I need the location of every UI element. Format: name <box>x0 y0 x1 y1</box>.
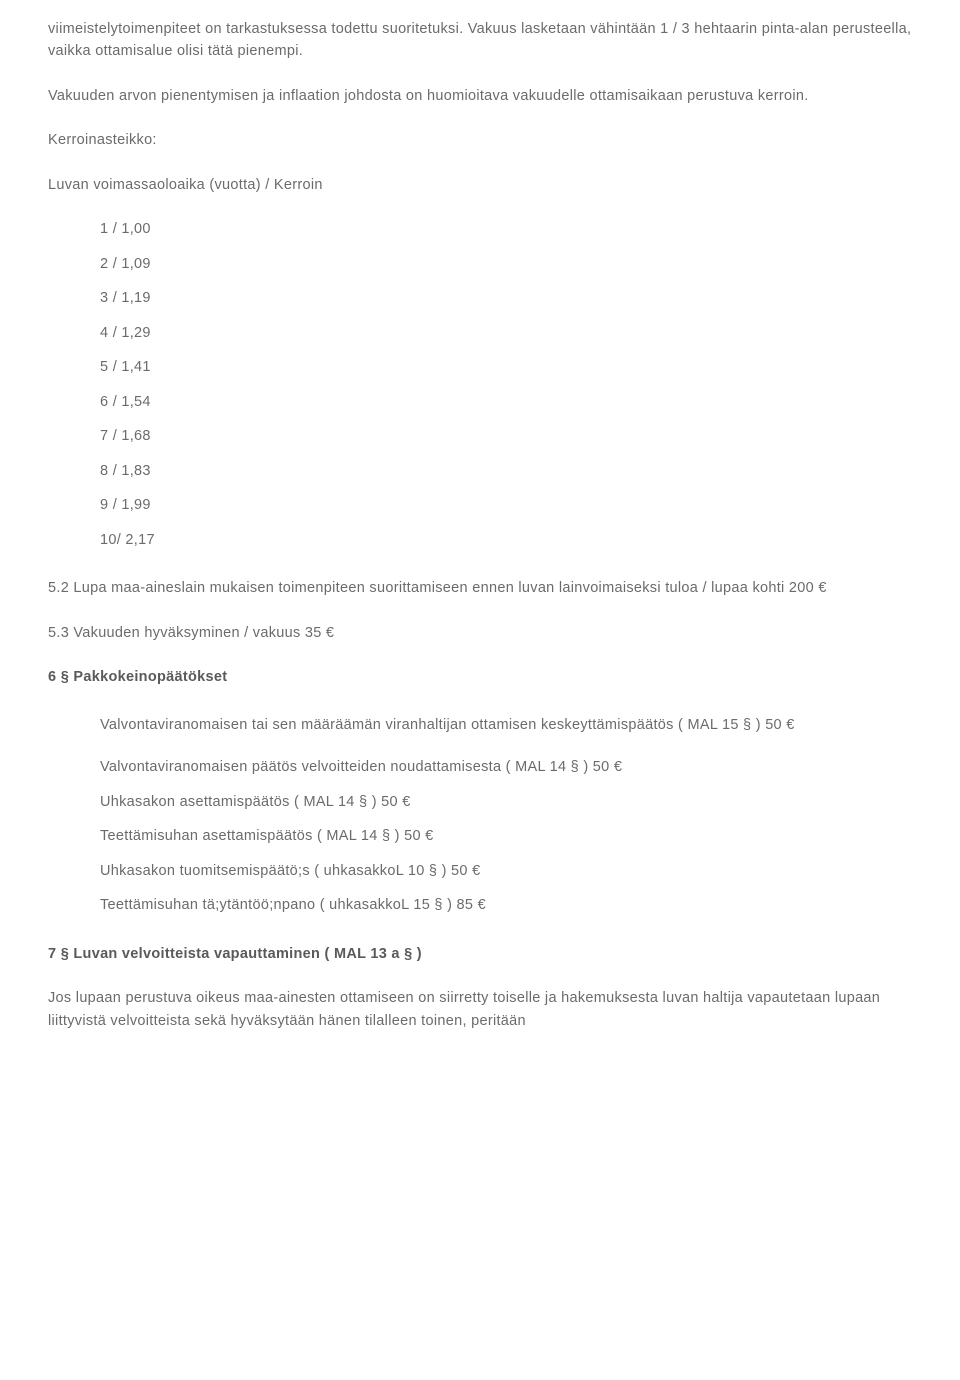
kerroin-row: 3 / 1,19 <box>100 287 912 309</box>
item-5-2: 5.2 Lupa maa-aineslain mukaisen toimenpi… <box>48 577 912 599</box>
kerroin-row: 7 / 1,68 <box>100 425 912 447</box>
item-5-3: 5.3 Vakuuden hyväksyminen / vakuus 35 € <box>48 622 912 644</box>
kerroin-row: 2 / 1,09 <box>100 253 912 275</box>
section-6-item: Uhkasakon asettamispäätös ( MAL 14 § ) 5… <box>100 791 912 813</box>
kerroin-list: 1 / 1,00 2 / 1,09 3 / 1,19 4 / 1,29 5 / … <box>48 218 912 551</box>
kerroin-row: 9 / 1,99 <box>100 494 912 516</box>
section-6-item: Uhkasakon tuomitsemispäätö;s ( uhkasakko… <box>100 860 912 882</box>
kerroin-heading: Luvan voimassaoloaika (vuotta) / Kerroin <box>48 174 912 196</box>
kerroin-row: 4 / 1,29 <box>100 322 912 344</box>
section-6-item: Valvontaviranomaisen tai sen määräämän v… <box>100 710 912 742</box>
section-6-item: Valvontaviranomaisen päätös velvoitteide… <box>100 756 912 778</box>
intro-paragraph-1: viimeistelytoimenpiteet on tarkastuksess… <box>48 18 912 63</box>
section-6-item: Teettämisuhan tä;ytäntöö;npano ( uhkasak… <box>100 894 912 916</box>
kerroin-label: Kerroinasteikko: <box>48 129 912 151</box>
kerroin-row: 10/ 2,17 <box>100 529 912 551</box>
document-page: viimeistelytoimenpiteet on tarkastuksess… <box>0 0 960 1052</box>
section-7-paragraph: Jos lupaan perustuva oikeus maa-ainesten… <box>48 987 912 1032</box>
kerroin-row: 6 / 1,54 <box>100 391 912 413</box>
kerroin-row: 5 / 1,41 <box>100 356 912 378</box>
kerroin-row: 8 / 1,83 <box>100 460 912 482</box>
section-6-title: 6 § Pakkokeinopäätökset <box>48 666 912 688</box>
intro-paragraph-2: Vakuuden arvon pienentymisen ja inflaati… <box>48 85 912 107</box>
kerroin-row: 1 / 1,00 <box>100 218 912 240</box>
section-6-list: Valvontaviranomaisen tai sen määräämän v… <box>48 710 912 916</box>
section-7-title: 7 § Luvan velvoitteista vapauttaminen ( … <box>48 943 912 965</box>
section-6-item: Teettämisuhan asettamispäätös ( MAL 14 §… <box>100 825 912 847</box>
